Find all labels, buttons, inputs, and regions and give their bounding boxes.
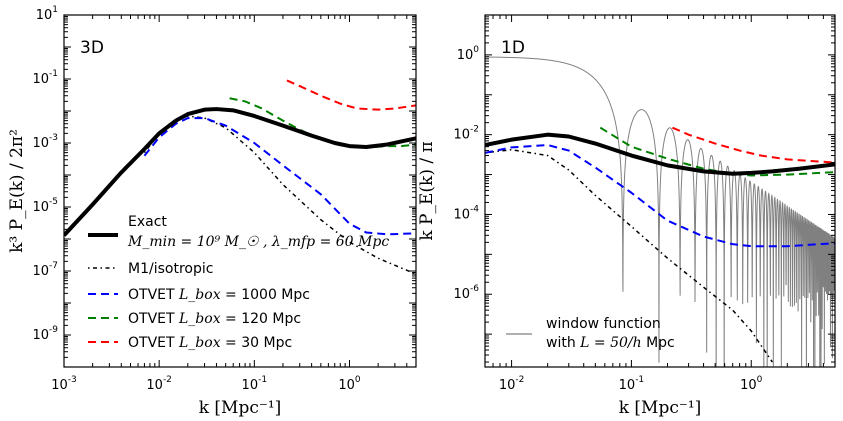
- x-tick-label: 10-1: [619, 375, 645, 393]
- y-tick-label: 10-2: [453, 125, 479, 143]
- ticks-3d: 10-3 10-2 10-1 100 10-9 10-7 10-5 10-3 10-1 101: [32, 5, 417, 393]
- y-tick-label: 10-6: [453, 284, 479, 302]
- series-line-3d-m1-isotropic: [143, 115, 416, 275]
- series-line-1d-m1-isotropic: [485, 148, 773, 363]
- series-group-1d: [485, 56, 835, 367]
- legend-1d: window function with L = 50/h Mpc: [506, 316, 675, 351]
- x-tick-label: 10-1: [242, 375, 268, 393]
- y-axis-label-3d: k³ P_E(k) / 2π²: [7, 129, 27, 253]
- x-tick-label: 10-3: [51, 375, 77, 393]
- y-tick-label: 10-7: [32, 261, 58, 279]
- series-line-1d-otvet-l-box-120-mpc: [599, 126, 835, 177]
- legend-label-otvet-120: OTVET L_box = 120 Mpc: [128, 311, 301, 327]
- series-line-3d-otvet-l-box-1000-mpc: [143, 117, 416, 236]
- y-tick-label: 10-1: [32, 69, 58, 87]
- x-tick-label: 10-2: [146, 375, 172, 393]
- legend-3d: Exact M_min = 10⁹ M_☉ , λ_mfp = 60 Mpc M…: [88, 214, 389, 351]
- x-axis-label-3d: k [Mpc⁻¹]: [199, 398, 282, 418]
- series-group-3d: [64, 79, 416, 275]
- x-axis-label-1d: k [Mpc⁻¹]: [619, 398, 702, 418]
- series-line-window-function: [485, 56, 835, 367]
- series-line-1d-otvet-l-box-1000-mpc: [485, 144, 835, 248]
- x-tick-label: 100: [338, 375, 361, 393]
- series-line-3d-otvet-l-box-30-mpc: [286, 79, 416, 111]
- legend-exact-params: M_min = 10⁹ M_☉ , λ_mfp = 60 Mpc: [127, 234, 389, 250]
- axes-frame-1d: [484, 14, 836, 368]
- panel-label-3d: 3D: [80, 38, 104, 58]
- y-tick-label: 100: [457, 45, 480, 63]
- panel-1d: 10-2 10-1 100 10-6 10-4 10-2 100 1D window fun…: [417, 14, 836, 418]
- legend-label-otvet-1000: OTVET L_box = 1000 Mpc: [128, 287, 310, 303]
- y-tick-label: 10-4: [453, 204, 479, 222]
- legend-label-window-1: window function: [546, 316, 661, 332]
- y-axis-label-1d: k P_E(k) / π: [417, 141, 437, 240]
- legend-label-window-2: with L = 50/h Mpc: [546, 335, 675, 351]
- y-tick-label: 10-5: [32, 197, 58, 215]
- y-tick-label: 10-9: [32, 325, 58, 343]
- series-line-1d-otvet-l-box-30-mpc: [672, 126, 835, 164]
- y-tick-label: 101: [36, 5, 58, 23]
- ticks-1d: 10-2 10-1 100 10-6 10-4 10-2 100: [453, 14, 836, 393]
- legend-label-exact: Exact: [128, 214, 167, 230]
- y-tick-label: 10-3: [32, 133, 58, 151]
- series-line-1d-exact: [485, 132, 835, 176]
- x-tick-label: 100: [740, 375, 763, 393]
- legend-label-m1: M1/isotropic: [128, 261, 213, 277]
- x-tick-label: 10-2: [499, 375, 525, 393]
- legend-label-otvet-30: OTVET L_box = 30 Mpc: [128, 335, 292, 351]
- panel-3d: 10-3 10-2 10-1 100 10-9 10-7 10-5 10-3 10-1 101 3…: [7, 5, 417, 418]
- panel-label-1d: 1D: [501, 38, 525, 58]
- series-line-3d-exact: [64, 107, 416, 237]
